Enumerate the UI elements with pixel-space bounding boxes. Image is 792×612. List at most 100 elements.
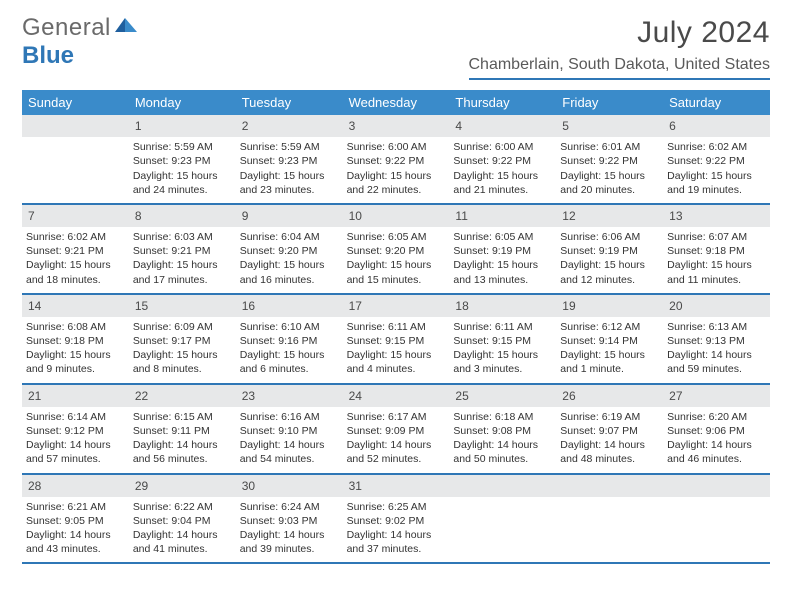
day-number: 1: [135, 119, 142, 133]
sunrise-line: Sunrise: 6:08 AM: [26, 320, 125, 334]
sunset-line: Sunset: 9:08 PM: [453, 424, 552, 438]
sunset-line: Sunset: 9:19 PM: [453, 244, 552, 258]
day-number: 14: [28, 299, 41, 313]
sunrise-line: Sunrise: 6:11 AM: [453, 320, 552, 334]
sunrise-line: Sunrise: 6:04 AM: [240, 230, 339, 244]
weekday-header: Thursday: [449, 90, 556, 115]
sunset-line: Sunset: 9:10 PM: [240, 424, 339, 438]
sunrise-line: Sunrise: 6:15 AM: [133, 410, 232, 424]
calendar-day-cell: 18Sunrise: 6:11 AMSunset: 9:15 PMDayligh…: [449, 295, 556, 383]
daylight-line: Daylight: 15 hours and 3 minutes.: [453, 348, 552, 376]
daylight-line: Daylight: 14 hours and 48 minutes.: [560, 438, 659, 466]
calendar-week-row: 28Sunrise: 6:21 AMSunset: 9:05 PMDayligh…: [22, 475, 770, 565]
sunset-line: Sunset: 9:18 PM: [667, 244, 766, 258]
daylight-line: Daylight: 15 hours and 13 minutes.: [453, 258, 552, 286]
day-number: 11: [455, 209, 467, 223]
sunrise-line: Sunrise: 6:01 AM: [560, 140, 659, 154]
sunrise-line: Sunrise: 6:05 AM: [347, 230, 446, 244]
calendar-day-cell: 25Sunrise: 6:18 AMSunset: 9:08 PMDayligh…: [449, 385, 556, 473]
daylight-line: Daylight: 15 hours and 22 minutes.: [347, 169, 446, 197]
daylight-line: Daylight: 15 hours and 15 minutes.: [347, 258, 446, 286]
calendar-day-cell: 29Sunrise: 6:22 AMSunset: 9:04 PMDayligh…: [129, 475, 236, 563]
daylight-line: Daylight: 15 hours and 16 minutes.: [240, 258, 339, 286]
location: Chamberlain, South Dakota, United States: [469, 56, 771, 80]
day-number: 25: [455, 389, 468, 403]
day-number: 20: [669, 299, 682, 313]
calendar-week-row: 14Sunrise: 6:08 AMSunset: 9:18 PMDayligh…: [22, 295, 770, 385]
calendar-day-cell: 5 Sunrise: 6:01 AMSunset: 9:22 PMDaylight…: [556, 115, 663, 203]
calendar-day-cell: 0: [556, 475, 663, 563]
sunrise-line: Sunrise: 6:19 AM: [560, 410, 659, 424]
sunrise-line: Sunrise: 6:16 AM: [240, 410, 339, 424]
sunrise-line: Sunrise: 5:59 AM: [133, 140, 232, 154]
calendar-day-cell: 0: [22, 115, 129, 203]
weekday-header: Sunday: [22, 90, 129, 115]
daylight-line: Daylight: 14 hours and 39 minutes.: [240, 528, 339, 556]
calendar-day-cell: 19Sunrise: 6:12 AMSunset: 9:14 PMDayligh…: [556, 295, 663, 383]
sunrise-line: Sunrise: 6:02 AM: [26, 230, 125, 244]
sunset-line: Sunset: 9:21 PM: [133, 244, 232, 258]
day-number: 19: [562, 299, 575, 313]
daylight-line: Daylight: 14 hours and 37 minutes.: [347, 528, 446, 556]
sunrise-line: Sunrise: 6:12 AM: [560, 320, 659, 334]
calendar-day-cell: 11 Sunrise: 6:05 AMSunset: 9:19 PMDayligh…: [449, 205, 556, 293]
daylight-line: Daylight: 15 hours and 8 minutes.: [133, 348, 232, 376]
sunrise-line: Sunrise: 6:11 AM: [347, 320, 446, 334]
calendar: SundayMondayTuesdayWednesdayThursdayFrid…: [22, 90, 770, 564]
day-number: 18: [455, 299, 468, 313]
calendar-day-cell: 6Sunrise: 6:02 AMSunset: 9:22 PMDaylight…: [663, 115, 770, 203]
calendar-day-cell: 24Sunrise: 6:17 AMSunset: 9:09 PMDayligh…: [343, 385, 450, 473]
daylight-line: Daylight: 15 hours and 18 minutes.: [26, 258, 125, 286]
day-number: 24: [349, 389, 362, 403]
sunrise-line: Sunrise: 6:21 AM: [26, 500, 125, 514]
calendar-week-row: 01Sunrise: 5:59 AMSunset: 9:23 PMDayligh…: [22, 115, 770, 205]
daylight-line: Daylight: 15 hours and 4 minutes.: [347, 348, 446, 376]
sunrise-line: Sunrise: 6:05 AM: [453, 230, 552, 244]
daylight-line: Daylight: 14 hours and 50 minutes.: [453, 438, 552, 466]
calendar-day-cell: 30Sunrise: 6:24 AMSunset: 9:03 PMDayligh…: [236, 475, 343, 563]
sunset-line: Sunset: 9:06 PM: [667, 424, 766, 438]
day-number: 26: [562, 389, 575, 403]
day-number: 3: [349, 119, 356, 133]
daylight-line: Daylight: 15 hours and 24 minutes.: [133, 169, 232, 197]
calendar-day-cell: 8Sunrise: 6:03 AMSunset: 9:21 PMDaylight…: [129, 205, 236, 293]
calendar-day-cell: 10Sunrise: 6:05 AMSunset: 9:20 PMDayligh…: [343, 205, 450, 293]
sunrise-line: Sunrise: 6:13 AM: [667, 320, 766, 334]
daylight-line: Daylight: 14 hours and 43 minutes.: [26, 528, 125, 556]
day-number: 21: [28, 389, 41, 403]
sunset-line: Sunset: 9:22 PM: [560, 154, 659, 168]
sunset-line: Sunset: 9:13 PM: [667, 334, 766, 348]
day-number: 8: [135, 209, 142, 223]
daylight-line: Daylight: 15 hours and 19 minutes.: [667, 169, 766, 197]
weekday-header-row: SundayMondayTuesdayWednesdayThursdayFrid…: [22, 90, 770, 115]
title-block: July 2024 Chamberlain, South Dakota, Uni…: [469, 16, 771, 80]
header: General July 2024 Chamberlain, South Dak…: [22, 16, 770, 80]
daylight-line: Daylight: 15 hours and 23 minutes.: [240, 169, 339, 197]
sunset-line: Sunset: 9:23 PM: [133, 154, 232, 168]
sunset-line: Sunset: 9:20 PM: [347, 244, 446, 258]
calendar-day-cell: 21Sunrise: 6:14 AMSunset: 9:12 PMDayligh…: [22, 385, 129, 473]
sunset-line: Sunset: 9:14 PM: [560, 334, 659, 348]
day-number: 23: [242, 389, 255, 403]
sunrise-line: Sunrise: 6:07 AM: [667, 230, 766, 244]
day-number: 5: [562, 119, 569, 133]
calendar-day-cell: 0: [449, 475, 556, 563]
calendar-week-row: 21Sunrise: 6:14 AMSunset: 9:12 PMDayligh…: [22, 385, 770, 475]
daylight-line: Daylight: 15 hours and 20 minutes.: [560, 169, 659, 197]
weekday-header: Saturday: [663, 90, 770, 115]
calendar-day-cell: 14Sunrise: 6:08 AMSunset: 9:18 PMDayligh…: [22, 295, 129, 383]
daylight-line: Daylight: 15 hours and 21 minutes.: [453, 169, 552, 197]
calendar-day-cell: 22Sunrise: 6:15 AMSunset: 9:11 PMDayligh…: [129, 385, 236, 473]
sunset-line: Sunset: 9:04 PM: [133, 514, 232, 528]
sunrise-line: Sunrise: 6:10 AM: [240, 320, 339, 334]
sunset-line: Sunset: 9:16 PM: [240, 334, 339, 348]
sunset-line: Sunset: 9:17 PM: [133, 334, 232, 348]
daylight-line: Daylight: 15 hours and 11 minutes.: [667, 258, 766, 286]
sunrise-line: Sunrise: 6:14 AM: [26, 410, 125, 424]
sunset-line: Sunset: 9:07 PM: [560, 424, 659, 438]
daylight-line: Daylight: 15 hours and 17 minutes.: [133, 258, 232, 286]
sunrise-line: Sunrise: 6:22 AM: [133, 500, 232, 514]
day-number: 22: [135, 389, 148, 403]
calendar-day-cell: 27Sunrise: 6:20 AMSunset: 9:06 PMDayligh…: [663, 385, 770, 473]
calendar-day-cell: 0: [663, 475, 770, 563]
